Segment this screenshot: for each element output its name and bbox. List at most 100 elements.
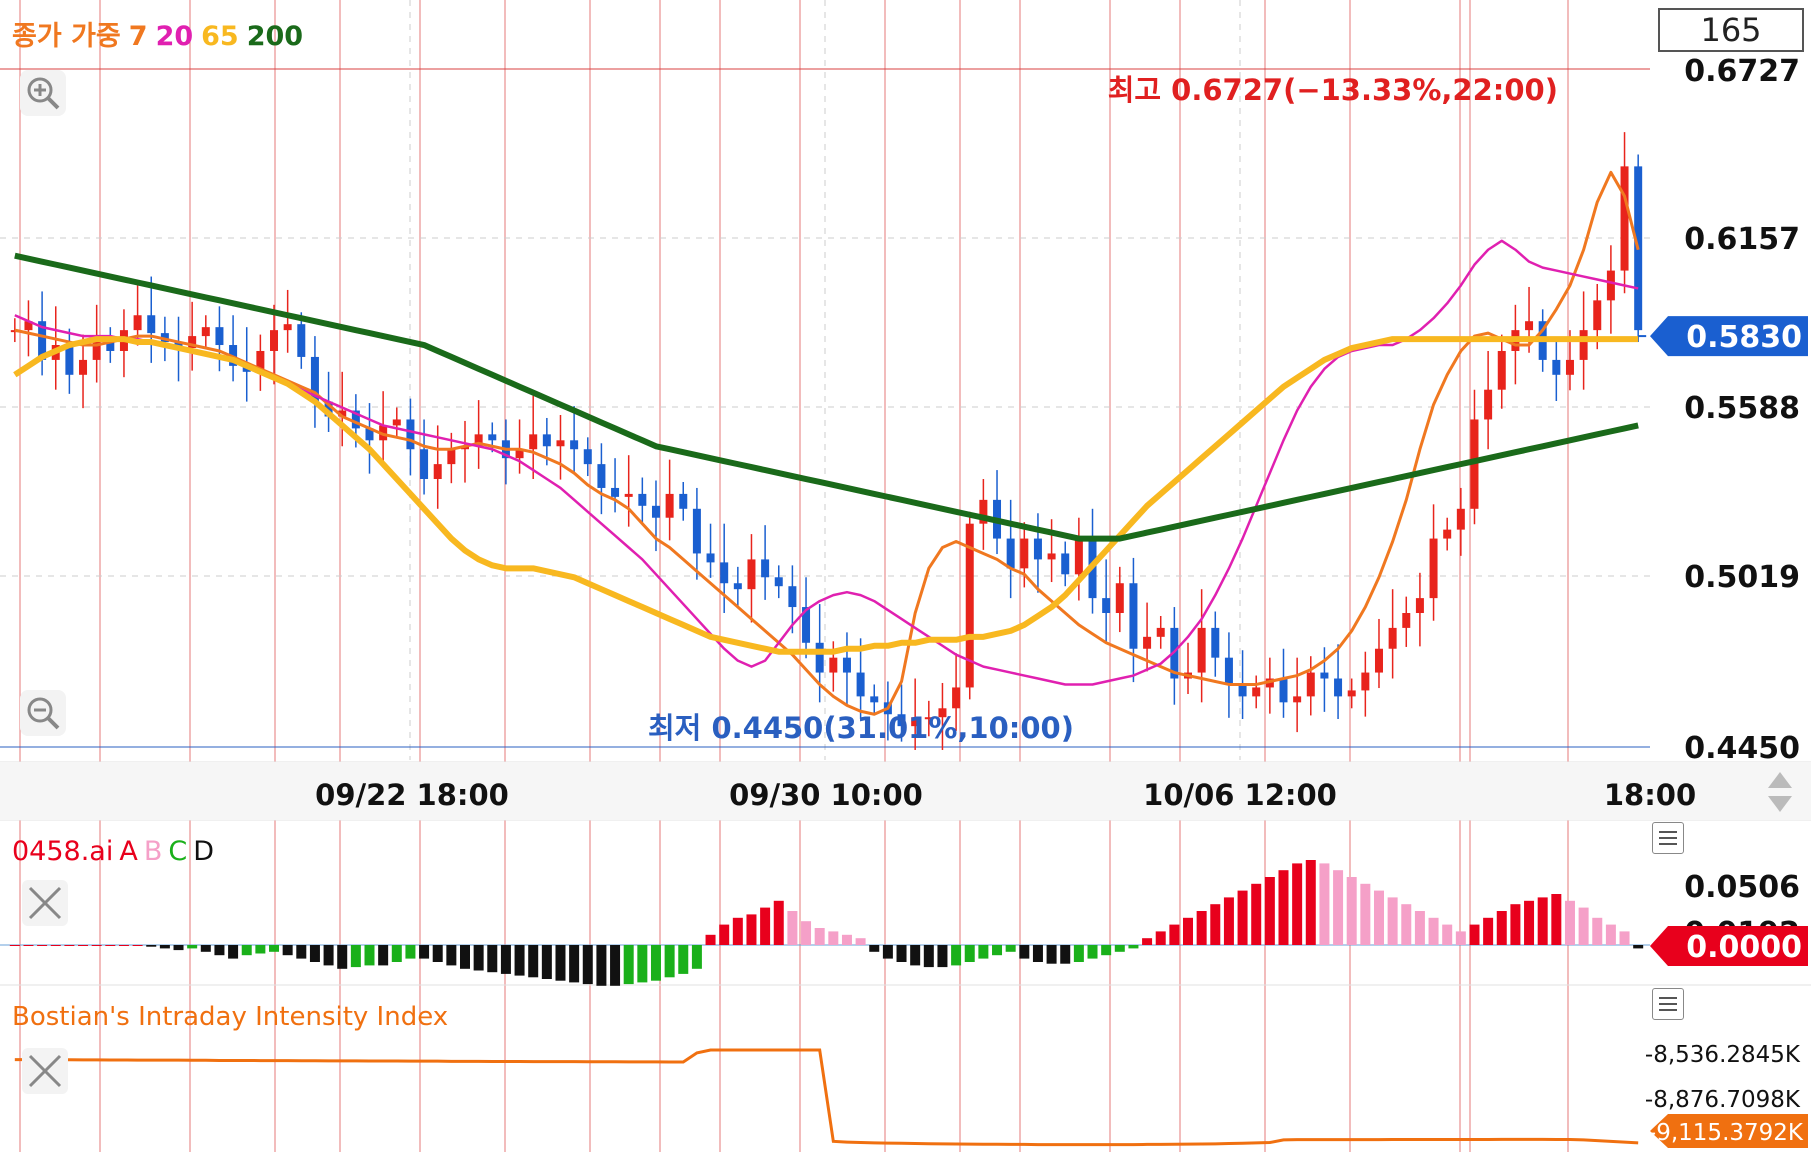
hist-bar-66: [910, 945, 921, 966]
legend-title: 종가 가중: [12, 21, 121, 52]
candle-63: [870, 684, 879, 715]
hist-bar-117: [1605, 924, 1616, 945]
ma-legend: 종가 가중 7 20 65 200: [12, 14, 303, 53]
hist-bar-30: [419, 945, 430, 959]
hist-bar-35: [487, 945, 498, 973]
current-price-label: 0.5830: [1686, 320, 1802, 355]
candle-52: [720, 523, 729, 614]
candle-19: [270, 304, 279, 385]
hist-bar-14: [200, 945, 211, 952]
candle-14: [201, 315, 210, 349]
hist-bar-61: [841, 934, 852, 945]
legend-ma200: 200: [246, 21, 304, 52]
hist-bar-68: [937, 945, 948, 968]
indicator2-close-button[interactable]: [22, 1048, 68, 1094]
price-axis: 0.6727 0.6157 0.5588 0.5019 0.4450 0.5830: [1638, 54, 1808, 766]
hist-bar-11: [159, 945, 170, 949]
candle-66: [911, 678, 920, 750]
candle-43: [597, 443, 606, 515]
zoom-out-button[interactable]: [20, 690, 66, 736]
hist-bar-44: [610, 945, 621, 986]
hist-bar-98: [1346, 877, 1357, 945]
hist-bar-33: [459, 945, 470, 969]
hist-bar-25: [350, 945, 361, 968]
zoom-in-icon: [27, 77, 60, 110]
hist-bar-71: [978, 945, 989, 959]
candle-40: [556, 414, 565, 480]
candle-28: [392, 407, 401, 438]
hist-bar-77: [1060, 945, 1071, 964]
axis-scroll-icon[interactable]: [1765, 770, 1795, 814]
hist-bar-24: [337, 945, 348, 969]
candle-1: [24, 300, 33, 357]
hist-bar-38: [528, 945, 539, 978]
candle-10: [147, 276, 156, 363]
candle-101: [1388, 589, 1397, 679]
candle-70: [965, 511, 974, 700]
hist-bar-0: [9, 945, 20, 946]
indicator2-menu-button[interactable]: [1652, 988, 1684, 1020]
hist-bar-92: [1264, 877, 1275, 945]
price-tick-4: 0.4450: [1684, 731, 1800, 766]
counter-box[interactable]: 165: [1658, 8, 1804, 52]
candle-73: [1006, 499, 1015, 599]
ma-65-line: [13, 336, 1639, 655]
candle-95: [1306, 656, 1315, 716]
time-axis-band: [0, 762, 1811, 820]
candlesticks: [10, 132, 1643, 750]
ma-200-line: [14, 252, 1639, 542]
candle-94: [1293, 657, 1302, 733]
candle-48: [665, 459, 674, 541]
candle-80: [1102, 559, 1111, 643]
indicator1-menu-button[interactable]: [1652, 822, 1684, 854]
candle-65: [897, 684, 906, 742]
hist-bar-99: [1360, 883, 1371, 945]
price-tick-1: 0.6157: [1684, 222, 1800, 257]
hist-bar-42: [582, 945, 593, 985]
candle-13: [188, 301, 197, 371]
hist-bar-70: [964, 945, 975, 962]
hist-bar-53: [732, 917, 743, 945]
hist-bar-94: [1292, 863, 1303, 945]
candle-4: [65, 328, 74, 394]
hist-bar-106: [1455, 931, 1466, 945]
legend-ma20: 20: [155, 21, 194, 52]
candle-108: [1484, 350, 1493, 450]
price-tick-3: 0.5019: [1684, 560, 1800, 595]
hist-bar-114: [1564, 900, 1575, 945]
hist-bar-52: [719, 924, 730, 945]
indicator2-title: Bostian's Intraday Intensity Index: [12, 1002, 449, 1032]
candle-56: [774, 565, 783, 599]
hist-bar-69: [951, 945, 962, 966]
candle-87: [1197, 589, 1206, 703]
zoom-in-button[interactable]: [20, 70, 66, 116]
candle-46: [638, 477, 647, 525]
hist-bar-40: [555, 945, 566, 981]
hist-bar-81: [1114, 945, 1125, 952]
candle-88: [1211, 611, 1220, 677]
candle-22: [310, 336, 319, 428]
hist-bar-55: [760, 907, 771, 945]
candle-85: [1170, 607, 1179, 705]
hist-bar-78: [1073, 945, 1084, 962]
candle-72: [993, 470, 1002, 555]
bii-current-badge: [1650, 1114, 1808, 1148]
indicator1-close-button[interactable]: [22, 880, 68, 926]
time-label-2: 10/06 12:00: [1143, 778, 1337, 812]
hist-bar-47: [650, 945, 661, 981]
indicator1-current-label: 0.0000: [1686, 930, 1802, 965]
hist-bar-67: [923, 945, 934, 968]
hist-bar-100: [1373, 890, 1384, 945]
candle-61: [842, 632, 851, 706]
candle-67: [924, 700, 933, 737]
hist-bar-2: [37, 945, 48, 946]
indicator1-c: C: [168, 836, 188, 867]
candle-92: [1265, 657, 1274, 714]
candle-104: [1429, 504, 1438, 621]
candle-68: [938, 682, 947, 750]
hist-bar-43: [596, 945, 607, 986]
candle-24: [338, 371, 347, 447]
hist-bar-108: [1483, 917, 1494, 945]
candle-74: [1020, 522, 1029, 588]
